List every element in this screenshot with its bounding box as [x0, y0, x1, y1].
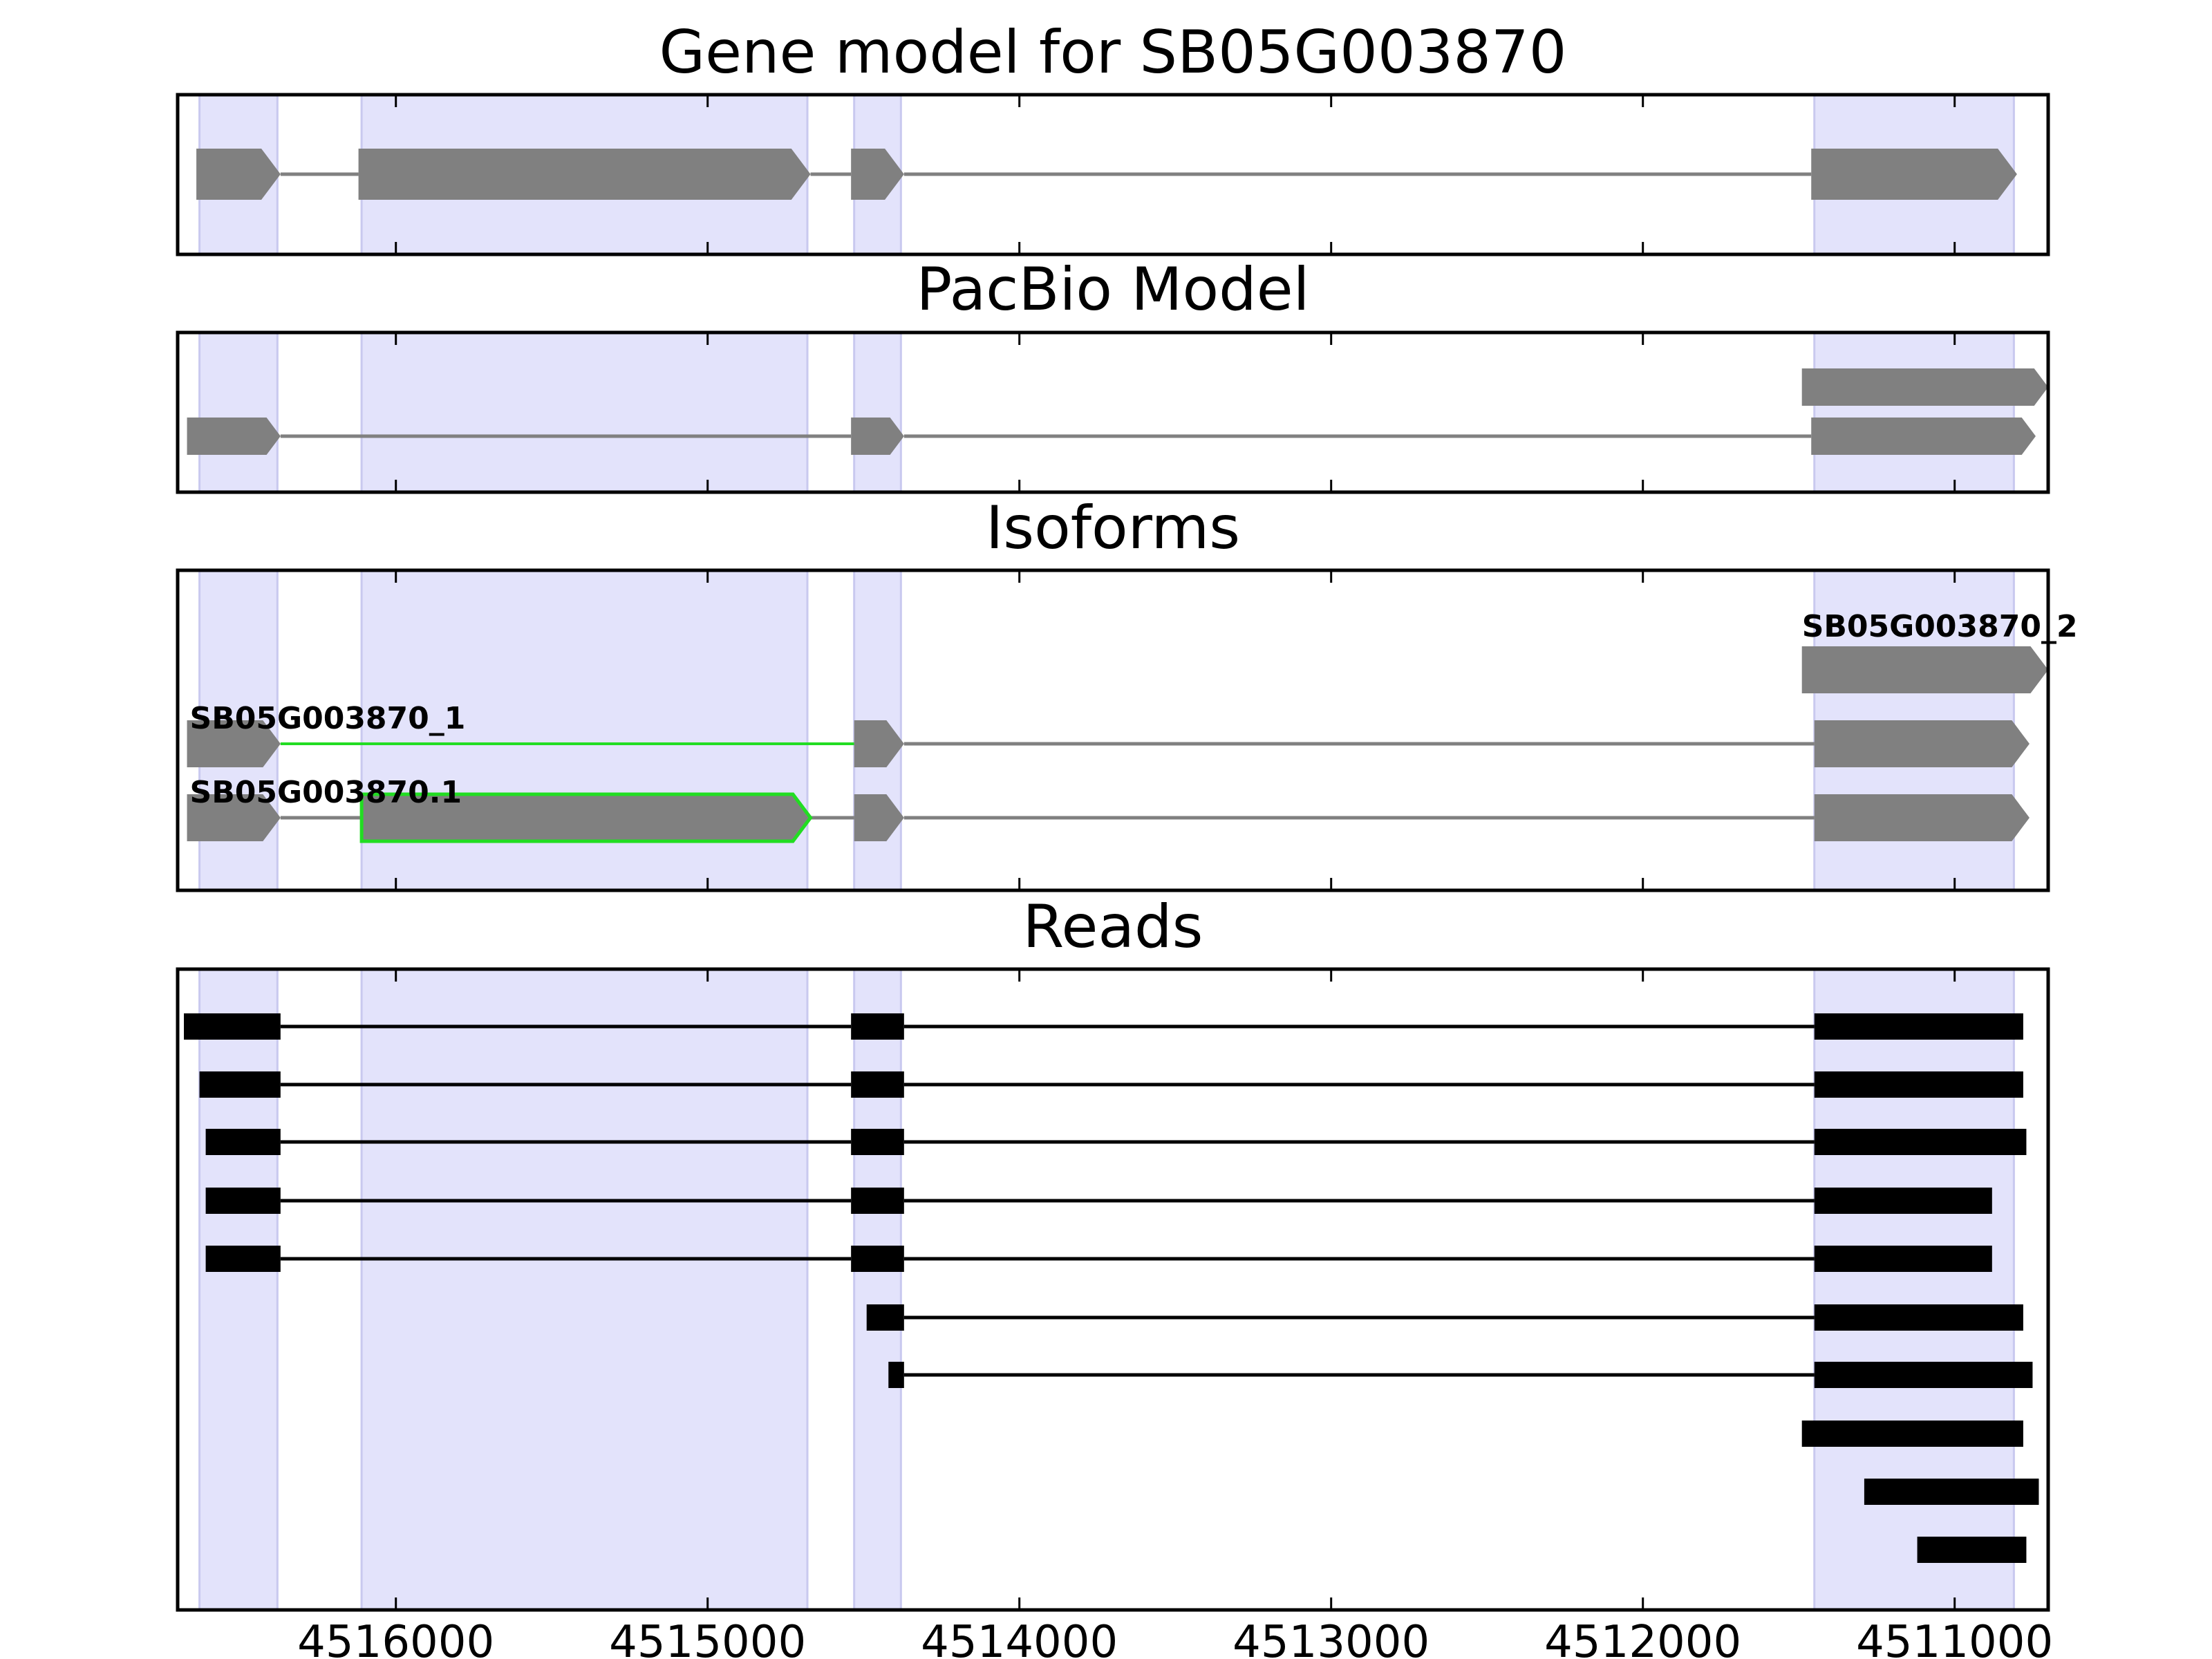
x-tick-label: 4513000: [1232, 1617, 1430, 1659]
exon-arrow: [196, 149, 281, 200]
read-block: [1801, 1421, 2023, 1447]
exon-arrow: [1801, 368, 2048, 406]
exon-region-shade: [853, 968, 902, 1611]
panel-1: Gene model for SB05G003870: [176, 18, 2050, 256]
x-tick-label: 4512000: [1544, 1617, 1741, 1659]
exon-region-shade: [1813, 331, 2015, 494]
exon-arrow: [854, 720, 904, 767]
exon-arrow: [358, 149, 811, 200]
panel-title: Gene model for SB05G003870: [659, 18, 1567, 87]
exon-region-shade: [360, 331, 809, 494]
read-block: [184, 1013, 281, 1040]
read-block: [888, 1362, 904, 1388]
read-block: [1814, 1304, 2023, 1331]
exon-arrow: [1811, 418, 2036, 455]
read-block: [1814, 1013, 2023, 1040]
exon-arrow: [851, 418, 904, 455]
panel-4: Reads: [176, 892, 2050, 1612]
exon-arrow: [187, 418, 281, 455]
read-block: [1814, 1071, 2023, 1098]
read-block: [1814, 1362, 2033, 1388]
exon-region-shade: [198, 968, 279, 1611]
read-block: [851, 1246, 904, 1272]
read-block: [1814, 1129, 2027, 1155]
exon-region-shade: [1813, 968, 2015, 1611]
axes-frame: [176, 568, 2050, 892]
read-block: [1917, 1537, 2027, 1563]
read-block: [205, 1188, 281, 1214]
x-tick-label: 4515000: [609, 1617, 806, 1659]
exon-arrow: [187, 720, 281, 767]
exon-arrow: [1814, 794, 2030, 841]
axes-frame: [176, 330, 2050, 494]
read-block: [851, 1188, 904, 1214]
x-tick-label: 4516000: [297, 1617, 494, 1659]
isoform-label: SB05G003870_1: [190, 701, 466, 736]
x-tick-label: 4511000: [1856, 1617, 2053, 1659]
read-block: [1814, 1188, 1992, 1214]
read-block: [205, 1246, 281, 1272]
exon-arrow: [187, 794, 281, 841]
read-block: [205, 1129, 281, 1155]
read-block: [851, 1071, 904, 1098]
read-block: [851, 1129, 904, 1155]
axes-frame: [176, 93, 2050, 256]
isoform-label: SB05G003870_2: [1802, 609, 2078, 644]
panel-title: Isoforms: [986, 494, 1240, 563]
exon-region-shade: [198, 331, 279, 494]
exon-region-shade: [853, 331, 902, 494]
read-block: [1814, 1246, 1992, 1272]
exon-arrow: [851, 149, 904, 200]
exon-arrow: [1814, 720, 2030, 767]
axes-frame: [176, 967, 2050, 1612]
panel-title: PacBio Model: [916, 255, 1309, 324]
x-tick-label: 4514000: [921, 1617, 1118, 1659]
exon-arrow: [1801, 646, 2048, 693]
isoform-label: SB05G003870.1: [190, 775, 462, 810]
read-block: [866, 1304, 904, 1331]
exon-region-shade: [360, 968, 809, 1611]
read-block: [199, 1071, 281, 1098]
panel-2: PacBio Model: [176, 255, 2050, 494]
panel-3: Isoforms SB05G003870_2 SB05G003870_1 SB05G0…: [176, 494, 2078, 892]
exon-arrow: [1811, 149, 2017, 200]
exon-arrow: [854, 794, 904, 841]
read-block: [851, 1013, 904, 1040]
panel-title: Reads: [1023, 892, 1203, 962]
exon-arrow: [359, 792, 813, 843]
read-block: [1864, 1479, 2039, 1505]
